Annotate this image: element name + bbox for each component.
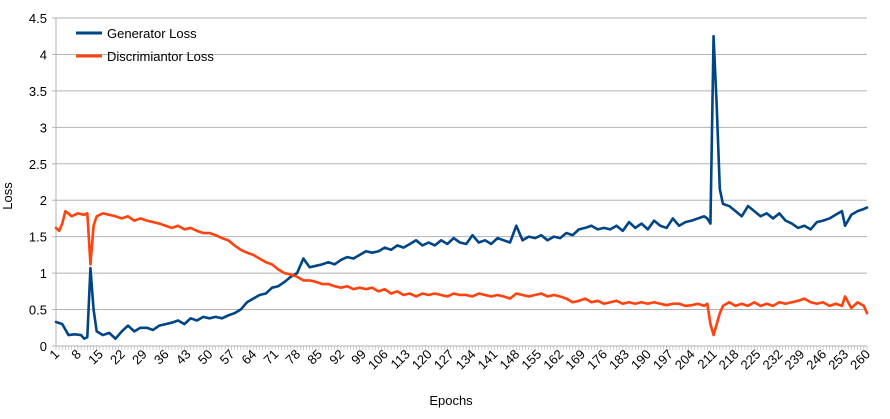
x-tick-label: 127 [431, 347, 457, 373]
y-tick-label: 1 [40, 266, 47, 281]
y-tick-label: 4 [40, 47, 47, 62]
y-tick-label: 2 [40, 193, 47, 208]
y-tick-label: 0.5 [29, 303, 47, 318]
x-tick-label: 176 [584, 347, 610, 373]
series-lines [54, 34, 869, 341]
y-axis-label: Loss [0, 182, 15, 210]
x-tick-label: 239 [781, 347, 807, 373]
x-tick-label: 134 [453, 347, 479, 373]
legend-label-1: Discrimiantor Loss [107, 49, 214, 64]
x-tick-label: 106 [365, 347, 391, 373]
y-tick-label: 4.5 [29, 11, 47, 26]
x-tick-label: 225 [738, 347, 764, 373]
x-tick-label: 141 [475, 347, 501, 373]
x-tick-label: 232 [759, 347, 785, 373]
x-tick-label: 169 [562, 347, 588, 373]
x-axis-ticks: 1 8 15 22 29 36 43 50 57 64 71 78 85 92 99106113120127… [46, 346, 873, 372]
x-tick-label: 8 [68, 347, 84, 363]
x-tick-label: 211 [694, 347, 719, 372]
x-tick-label: 190 [628, 347, 654, 373]
y-tick-label: 3 [40, 120, 47, 135]
x-tick-label: 204 [672, 347, 698, 373]
x-tick-label: 218 [716, 347, 742, 373]
y-tick-label: 3.5 [29, 84, 47, 99]
series-line-0 [54, 34, 869, 341]
axes [55, 18, 867, 347]
x-tick-label: 246 [803, 347, 829, 373]
x-tick-label: 1 [46, 347, 62, 363]
x-tick-label: 113 [388, 347, 413, 372]
y-tick-label: 2.5 [29, 157, 47, 172]
x-tick-label: 197 [650, 347, 676, 373]
x-tick-label: 120 [409, 347, 435, 373]
x-tick-label: 155 [518, 347, 544, 373]
series-line-1 [54, 209, 869, 337]
grid-lines [56, 17, 867, 347]
x-tick-label: 162 [540, 347, 566, 373]
legend-label-0: Generator Loss [107, 26, 197, 41]
y-axis-ticks: 0 0.5 1 1.5 2 2.5 3 3.5 4 4.5 [29, 11, 56, 354]
x-tick-label: 253 [825, 347, 851, 373]
legend: Generator Loss Discrimiantor Loss [76, 26, 214, 64]
y-tick-label: 1.5 [29, 230, 47, 245]
x-axis-label: Epochs [429, 393, 473, 408]
x-tick-label: 148 [496, 347, 522, 373]
x-tick-label: 183 [606, 347, 632, 373]
x-tick-label: 260 [847, 347, 873, 373]
y-tick-label: 0 [40, 339, 47, 354]
